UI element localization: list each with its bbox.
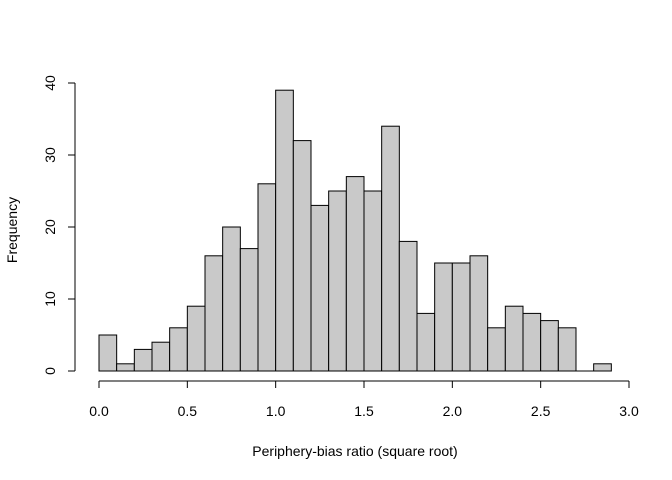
histogram-bar <box>257 183 277 372</box>
histogram-bar <box>487 327 506 372</box>
histogram-bar <box>416 312 436 372</box>
histogram-bar <box>469 255 489 372</box>
histogram-bar <box>151 341 171 372</box>
y-tick-label: 30 <box>42 147 58 163</box>
histogram-bar <box>222 226 241 372</box>
histogram-bar <box>292 140 312 372</box>
x-tick-label: 1.0 <box>266 403 286 419</box>
histogram-bar <box>451 262 471 372</box>
histogram-bar <box>310 204 330 372</box>
y-tick-label: 10 <box>42 291 58 307</box>
x-tick-label: 2.0 <box>443 403 463 419</box>
histogram-bar <box>504 305 524 372</box>
histogram-bar <box>363 190 383 372</box>
x-tick-label: 2.5 <box>531 403 551 419</box>
histogram-bar <box>204 255 224 372</box>
histogram-bar <box>557 327 577 372</box>
y-tick-label: 20 <box>42 219 58 235</box>
histogram-bar <box>239 248 259 372</box>
histogram-bar <box>98 334 118 372</box>
y-tick-label: 0 <box>42 367 58 375</box>
histogram-bar <box>186 305 206 372</box>
y-tick-label: 40 <box>42 75 58 91</box>
histogram-bar <box>434 262 453 372</box>
y-axis-label: Frequency <box>4 197 20 263</box>
histogram-bar <box>398 240 418 372</box>
histogram-bar <box>169 327 188 372</box>
x-tick-label: 0.5 <box>178 403 198 419</box>
x-axis-label: Periphery-bias ratio (square root) <box>252 443 457 459</box>
y-axis: 0 10 20 30 40 <box>42 75 76 375</box>
x-axis: 0.0 0.5 1.0 1.5 2.0 2.5 3.0 <box>89 380 639 419</box>
histogram-bar <box>593 363 612 372</box>
x-tick-label: 1.5 <box>354 403 374 419</box>
histogram-bar <box>522 312 542 372</box>
histogram-bar <box>275 89 294 372</box>
histogram-bar <box>116 363 135 372</box>
histogram-bar <box>133 348 153 372</box>
histogram-bar <box>328 190 347 372</box>
x-tick-label: 3.0 <box>619 403 639 419</box>
x-tick-label: 0.0 <box>89 403 109 419</box>
histogram-bar <box>381 125 400 372</box>
histogram-bar <box>345 176 365 372</box>
histogram-bar <box>540 320 559 372</box>
histogram-bars <box>98 89 612 372</box>
